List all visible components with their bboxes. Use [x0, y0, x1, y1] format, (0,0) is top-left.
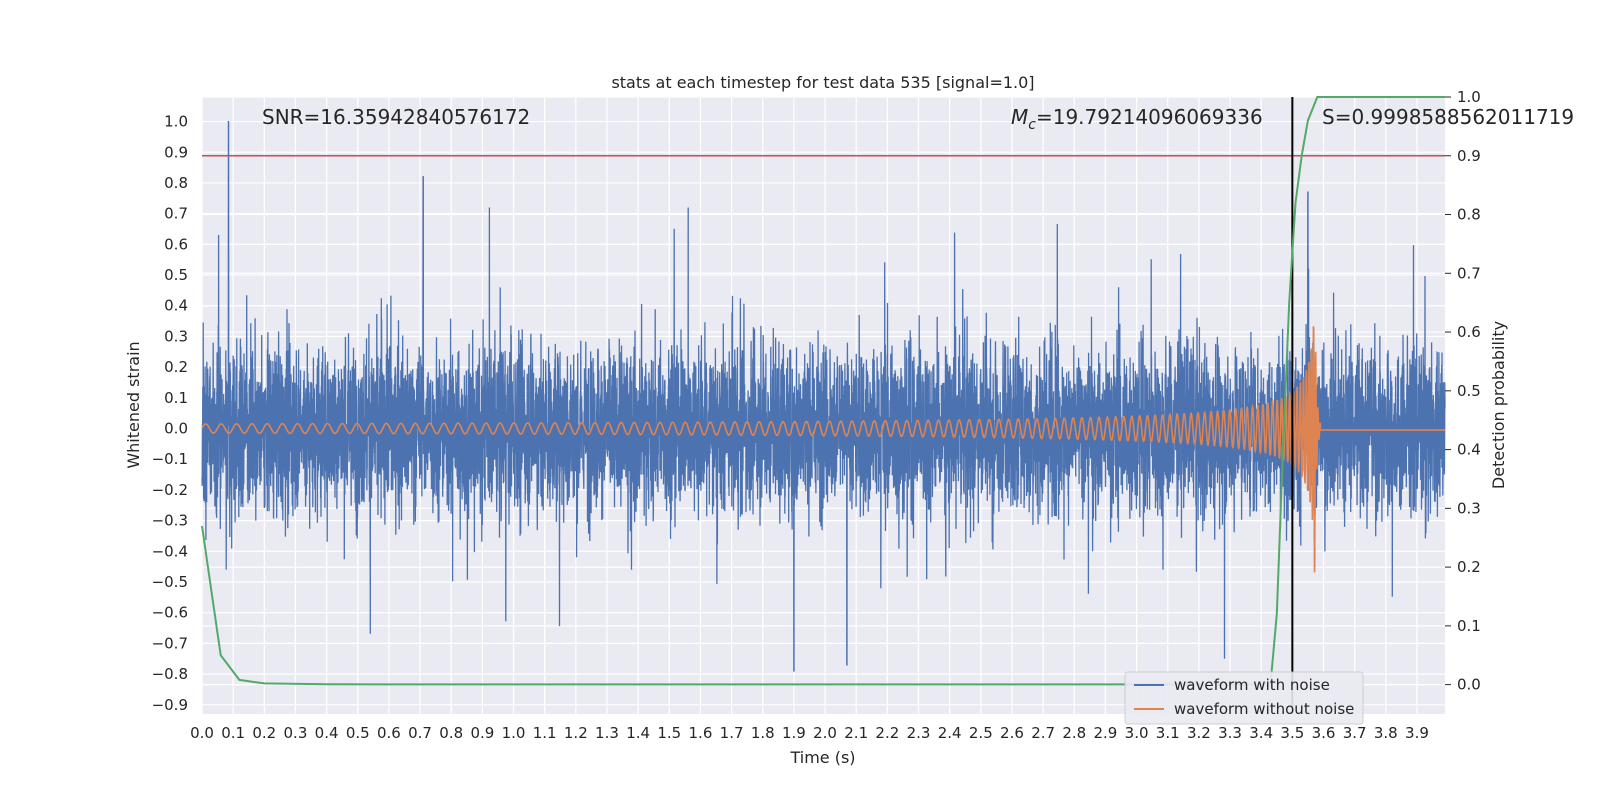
x-ticks: 0.0 0.1 0.2 0.3 0.4 0.5 0.6 0.7 0.8 0.9 1.0 1.1 1.2 1… — [190, 724, 1429, 742]
y-axis-label-left: Whitened strain — [124, 341, 143, 468]
x-tick-label: 0.4 — [315, 724, 339, 742]
x-tick-label: 3.1 — [1156, 724, 1180, 742]
y-tick-label-left: −0.5 — [152, 573, 188, 591]
chart-title: stats at each timestep for test data 535… — [611, 73, 1034, 92]
detection-probability-line — [201, 96, 1445, 686]
snr-annotation: SNR=16.35942840576172 — [262, 105, 530, 129]
y-tick-label-left: −0.7 — [152, 634, 188, 652]
x-tick-label: 2.6 — [1000, 724, 1024, 742]
x-tick-label: 2.7 — [1031, 724, 1055, 742]
mc-value: =19.79214096069336 — [1036, 105, 1263, 129]
overlays — [201, 96, 1445, 714]
x-tick-label: 2.4 — [938, 724, 962, 742]
y-ticks-right: 0.0 0.1 0.2 0.3 0.4 0.5 0.6 0.7 0.8 0.9 1.0 — [1445, 88, 1481, 694]
y-tick-label-right: 0.1 — [1457, 617, 1481, 635]
series-noise — [201, 120, 1446, 672]
y-tick-label-right: 0.6 — [1457, 323, 1481, 341]
x-tick-label: 1.4 — [626, 724, 650, 742]
y-tick-label-left: 0.6 — [164, 235, 188, 253]
y-tick-label-left: −0.1 — [152, 450, 188, 468]
x-tick-label: 0.7 — [408, 724, 432, 742]
legend: waveform with noise waveform without noi… — [1124, 671, 1364, 725]
y-tick-label-left: −0.3 — [152, 512, 188, 530]
legend-box — [1124, 671, 1364, 725]
y-tick-label-left: 0.5 — [164, 266, 188, 284]
y-tick-label-right: 0.7 — [1457, 264, 1481, 282]
x-tick-label: 0.3 — [284, 724, 308, 742]
y-ticks-left: −0.9 −0.8 −0.7 −0.6 −0.5 −0.4 −0.3 −0.2 −0.1 0.0 0… — [152, 113, 188, 714]
y-tick-label-left: 0.7 — [164, 205, 188, 223]
x-tick-label: 2.3 — [907, 724, 931, 742]
y-tick-label-right: 0.9 — [1457, 147, 1481, 165]
x-tick-label: 1.0 — [502, 724, 526, 742]
mc-symbol: M — [1011, 105, 1028, 129]
y-tick-label-right: 1.0 — [1457, 88, 1481, 106]
s-annotation: S=0.9998588562011719 — [1322, 105, 1574, 129]
y-tick-label-left: 0.1 — [164, 389, 188, 407]
x-tick-label: 0.5 — [346, 724, 370, 742]
x-tick-label: 3.8 — [1374, 724, 1398, 742]
x-tick-label: 0.2 — [252, 724, 276, 742]
x-tick-label: 2.5 — [969, 724, 993, 742]
x-tick-label: 3.7 — [1343, 724, 1367, 742]
y-tick-label-left: 0.9 — [164, 143, 188, 161]
y-tick-label-left: 1.0 — [164, 113, 188, 131]
y-axis-label-right: Detection probability — [1489, 321, 1508, 489]
y-tick-label-left: −0.2 — [152, 481, 188, 499]
series-clean — [201, 326, 1445, 573]
series-line-clean — [201, 326, 1445, 573]
x-tick-label: 2.9 — [1094, 724, 1118, 742]
y-tick-label-right: 0.5 — [1457, 382, 1481, 400]
x-tick-label: 2.2 — [875, 724, 899, 742]
y-tick-label-left: 0.0 — [164, 420, 188, 438]
x-tick-label: 2.1 — [844, 724, 868, 742]
mc-subscript: c — [1028, 117, 1036, 133]
y-tick-label-left: 0.4 — [164, 297, 188, 315]
legend-label-noise: waveform with noise — [1174, 676, 1330, 694]
x-tick-label: 3.0 — [1125, 724, 1149, 742]
x-axis-label: Time (s) — [789, 748, 855, 767]
x-tick-label: 1.1 — [533, 724, 557, 742]
x-tick-label: 1.2 — [564, 724, 588, 742]
y-tick-label-left: −0.6 — [152, 604, 188, 622]
y-tick-label-left: 0.8 — [164, 174, 188, 192]
y-tick-label-right: 0.8 — [1457, 206, 1481, 224]
x-tick-label: 3.3 — [1218, 724, 1242, 742]
x-tick-label: 3.2 — [1187, 724, 1211, 742]
x-tick-label: 3.4 — [1249, 724, 1273, 742]
x-tick-label: 3.5 — [1280, 724, 1304, 742]
mc-annotation: Mc=19.79214096069336 — [1011, 105, 1263, 133]
series-line-noise — [201, 120, 1446, 672]
x-tick-label: 3.6 — [1312, 724, 1336, 742]
x-tick-label: 3.9 — [1405, 724, 1429, 742]
y-tick-label-right: 0.0 — [1457, 676, 1481, 694]
x-tick-label: 1.7 — [720, 724, 744, 742]
x-tick-label: 1.5 — [657, 724, 681, 742]
x-tick-label: 0.1 — [221, 724, 245, 742]
legend-label-clean: waveform without noise — [1174, 700, 1354, 718]
x-tick-label: 1.3 — [595, 724, 619, 742]
x-tick-label: 1.8 — [751, 724, 775, 742]
x-tick-label: 0.8 — [439, 724, 463, 742]
x-tick-label: 1.6 — [689, 724, 713, 742]
y-tick-label-left: −0.4 — [152, 542, 188, 560]
x-tick-label: 1.9 — [782, 724, 806, 742]
x-tick-label: 2.8 — [1062, 724, 1086, 742]
x-tick-label: 2.0 — [813, 724, 837, 742]
y-tick-label-right: 0.2 — [1457, 558, 1481, 576]
y-tick-label-left: −0.9 — [152, 696, 188, 714]
y-tick-label-left: −0.8 — [152, 665, 188, 683]
y-tick-label-right: 0.4 — [1457, 441, 1481, 459]
y-tick-label-left: 0.2 — [164, 358, 188, 376]
y-tick-label-right: 0.3 — [1457, 499, 1481, 517]
x-tick-label: 0.0 — [190, 724, 214, 742]
x-tick-label: 0.6 — [377, 724, 401, 742]
x-tick-label: 0.9 — [470, 724, 494, 742]
y-tick-label-left: 0.3 — [164, 327, 188, 345]
